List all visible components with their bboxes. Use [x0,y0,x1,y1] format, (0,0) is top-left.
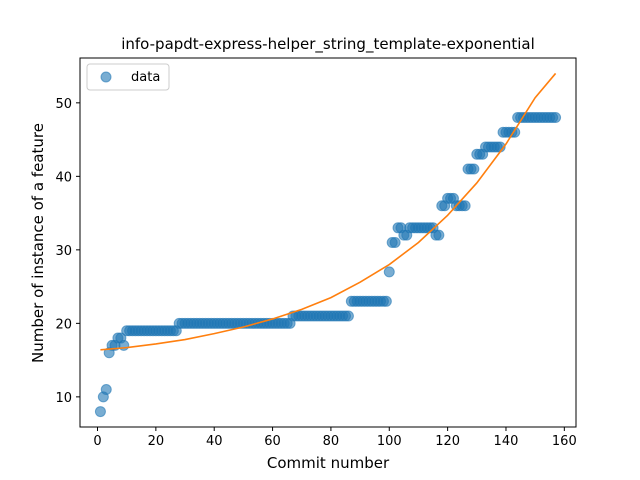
data-point [380,295,392,307]
x-tick-label: 140 [494,434,519,449]
data-point [550,112,562,124]
chart-title: info-papdt-express-helper_string_templat… [121,35,535,54]
y-tick-label: 10 [55,391,72,406]
legend: data [86,63,170,91]
axis-ticks: 0 20 40 60 80 100 120 140 160 10 20 30 40 50 [55,97,576,449]
x-tick-label: 60 [264,434,281,449]
y-tick-label: 30 [55,244,72,259]
x-tick-label: 120 [435,434,460,449]
legend-marker [100,71,112,83]
data-point [383,266,395,278]
y-axis-label: Number of instance of a feature [29,123,47,363]
data-point [433,229,445,241]
x-tick-label: 160 [552,434,577,449]
fit-line [100,72,557,351]
axes-frame [79,57,577,428]
data-point [100,384,112,396]
x-tick-label: 40 [206,434,223,449]
plot-area [79,57,577,428]
data-point [94,406,106,418]
data-point [389,237,401,248]
x-tick-label: 100 [377,434,402,449]
x-tick-label: 20 [148,434,165,449]
legend-label: data [131,70,160,85]
x-axis-label: Commit number [267,454,390,472]
y-tick-label: 20 [55,317,72,332]
legend-box [86,63,170,91]
x-tick-label: 80 [323,434,340,449]
x-tick-label: 0 [93,434,101,449]
data-point [468,163,480,175]
data-point [459,200,471,212]
data-point [342,310,354,322]
y-tick-label: 40 [55,170,72,185]
y-tick-label: 50 [55,97,72,112]
